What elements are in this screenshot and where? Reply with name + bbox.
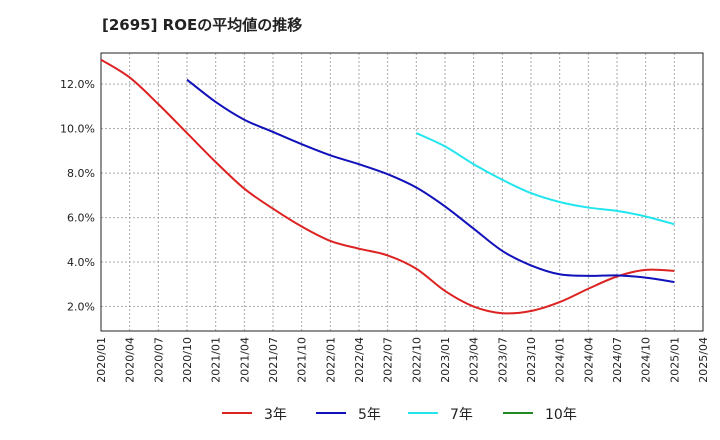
x-tick-label: 2021/01 bbox=[210, 337, 223, 383]
y-tick-label: 8.0% bbox=[67, 167, 95, 180]
chart-title: [2695] ROEの平均値の推移 bbox=[102, 16, 303, 34]
x-tick-label: 2020/04 bbox=[124, 337, 137, 383]
x-tick-label: 2025/01 bbox=[668, 337, 681, 383]
y-tick-label: 10.0% bbox=[60, 123, 95, 136]
x-tick-label: 2020/10 bbox=[181, 337, 194, 383]
x-tick-label: 2022/07 bbox=[382, 337, 395, 383]
x-tick-label: 2020/07 bbox=[152, 337, 165, 383]
legend-label: 10年 bbox=[545, 407, 577, 423]
x-tick-label: 2025/04 bbox=[697, 337, 710, 383]
y-axis-tick-labels: 2.0% 4.0% 6.0% 8.0% 10.0% 12.0% bbox=[60, 78, 95, 313]
plot-area-frame bbox=[100, 52, 704, 332]
x-tick-label: 2023/07 bbox=[496, 337, 509, 383]
grid-lines bbox=[101, 53, 703, 331]
legend-label: 3年 bbox=[264, 407, 287, 423]
series-line-2 bbox=[186, 78, 675, 284]
x-tick-label: 2023/04 bbox=[468, 337, 481, 383]
y-tick-label: 6.0% bbox=[67, 212, 95, 225]
y-tick-label: 4.0% bbox=[67, 256, 95, 269]
legend-label: 7年 bbox=[450, 407, 473, 423]
legend: 3年 5年 7年 10年 bbox=[222, 407, 577, 423]
series-line-3 bbox=[415, 132, 675, 226]
x-tick-label: 2024/04 bbox=[582, 337, 595, 383]
x-tick-label: 2022/01 bbox=[324, 337, 337, 383]
x-tick-label: 2022/04 bbox=[353, 337, 366, 383]
series-lines bbox=[100, 58, 675, 315]
x-tick-label: 2021/04 bbox=[238, 337, 251, 383]
x-tick-label: 2024/10 bbox=[640, 337, 653, 383]
x-tick-label: 2023/10 bbox=[525, 337, 538, 383]
y-tick-label: 2.0% bbox=[67, 301, 95, 314]
x-axis-tick-labels: 2020/01 2020/04 2020/07 2020/10 2021/01 2021/… bbox=[95, 337, 710, 383]
x-tick-label: 2024/07 bbox=[611, 337, 624, 383]
x-tick-label: 2020/01 bbox=[95, 337, 108, 383]
series-line-1 bbox=[100, 58, 675, 315]
legend-label: 5年 bbox=[358, 407, 381, 423]
x-tick-label: 2021/10 bbox=[296, 337, 309, 383]
x-tick-label: 2023/01 bbox=[439, 337, 452, 383]
x-tick-label: 2024/01 bbox=[554, 337, 567, 383]
y-tick-label: 12.0% bbox=[60, 78, 95, 91]
x-tick-label: 2021/07 bbox=[267, 337, 280, 383]
x-tick-label: 2022/10 bbox=[410, 337, 423, 383]
